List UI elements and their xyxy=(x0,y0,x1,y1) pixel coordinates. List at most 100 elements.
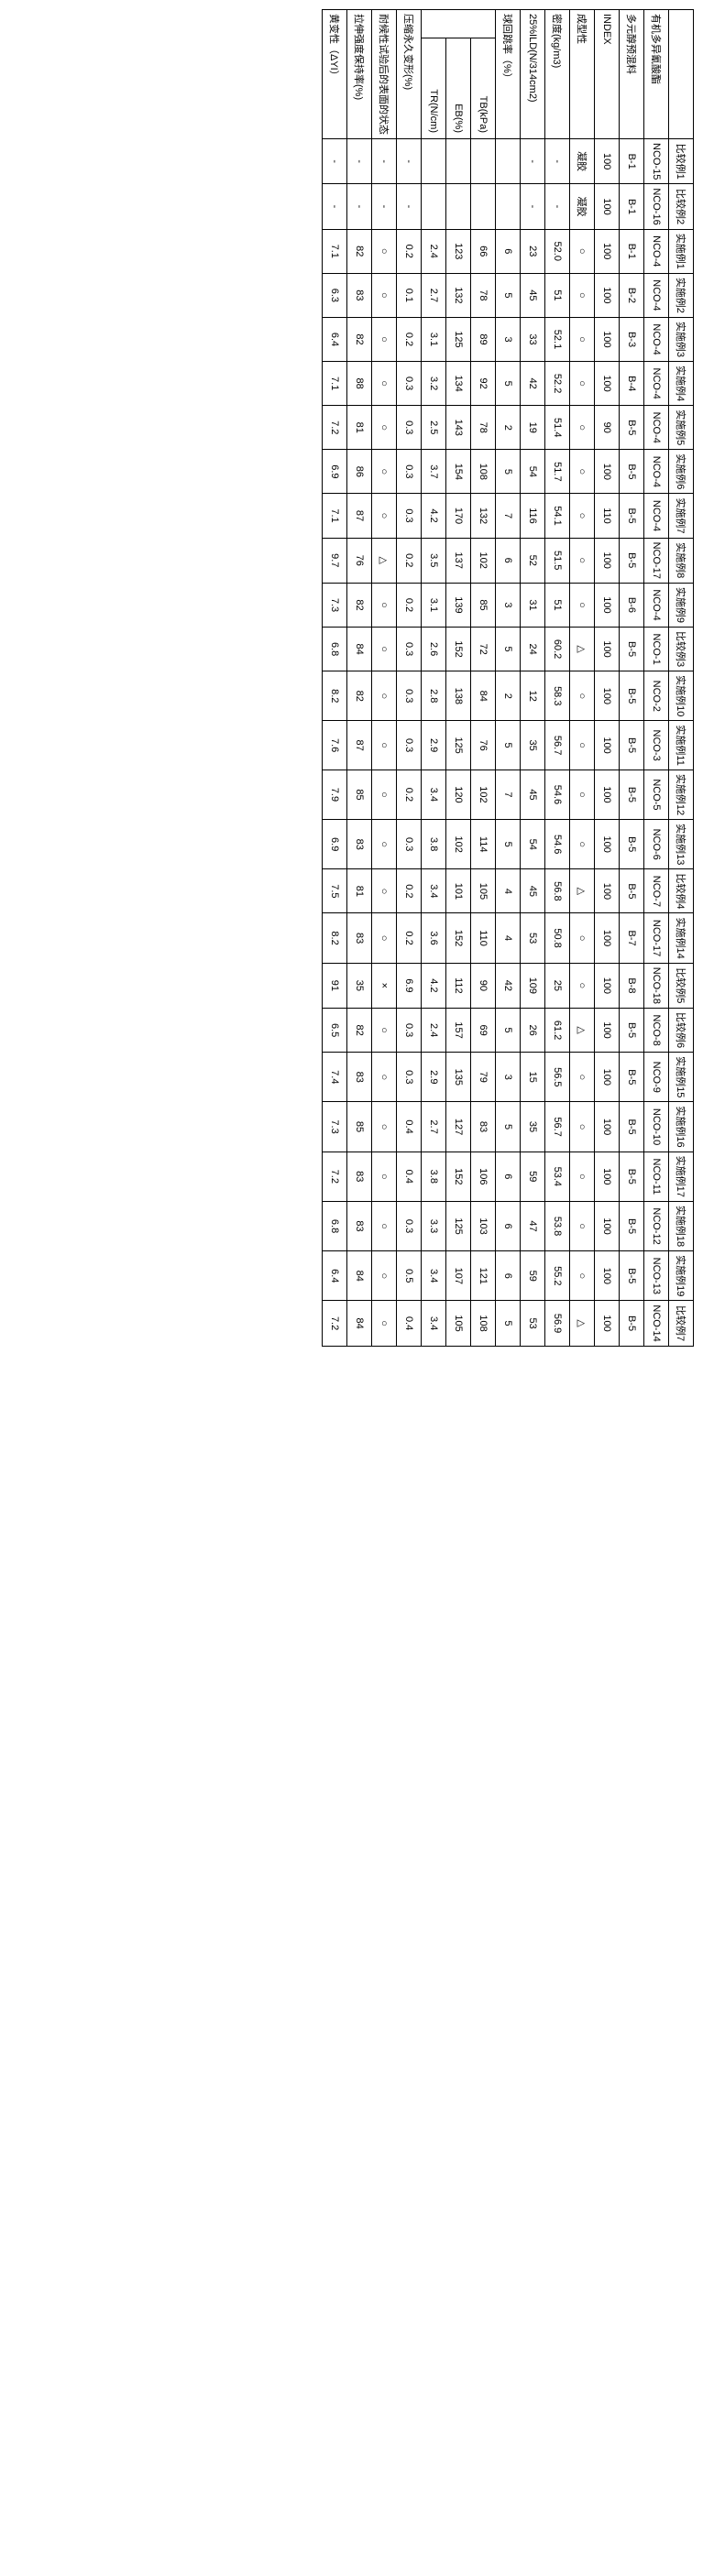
data-cell: 100 xyxy=(595,1251,620,1301)
data-cell: 120 xyxy=(446,770,471,819)
data-cell: 61.2 xyxy=(545,1009,570,1053)
data-cell: ○ xyxy=(570,1251,595,1301)
data-cell: 100 xyxy=(595,450,620,494)
data-cell: NCO-8 xyxy=(644,1009,669,1053)
data-cell: 3 xyxy=(496,583,521,627)
data-cell: 52.0 xyxy=(545,229,570,273)
data-cell: B-1 xyxy=(620,139,644,184)
data-cell: 83 xyxy=(347,913,372,963)
data-cell: 83 xyxy=(347,820,372,869)
data-cell: 3.8 xyxy=(422,820,446,869)
data-cell: 152 xyxy=(446,913,471,963)
data-cell: 7 xyxy=(496,770,521,819)
data-cell: B-4 xyxy=(620,362,644,406)
data-cell: 51.4 xyxy=(545,406,570,450)
data-cell: 52.1 xyxy=(545,317,570,361)
data-cell: 7.1 xyxy=(323,494,347,538)
data-cell: 137 xyxy=(446,538,471,583)
data-cell: 56.7 xyxy=(545,721,570,770)
data-cell: ○ xyxy=(372,1009,397,1053)
data-cell: 31 xyxy=(521,583,545,627)
data-cell: 125 xyxy=(446,317,471,361)
data-cell: △ xyxy=(570,628,595,671)
data-cell: 0.2 xyxy=(397,229,422,273)
data-cell: 45 xyxy=(521,770,545,819)
data-cell: 7.3 xyxy=(323,1102,347,1152)
data-cell: B-5 xyxy=(620,538,644,583)
data-cell: 0.2 xyxy=(397,583,422,627)
data-cell: 6 xyxy=(496,538,521,583)
row-header: 耐候性试验后的表面的状态 xyxy=(372,10,397,139)
data-cell: 72 xyxy=(471,628,496,671)
data-cell: 51.5 xyxy=(545,538,570,583)
data-cell: 53.8 xyxy=(545,1201,570,1250)
data-cell: 83 xyxy=(347,1201,372,1250)
data-cell: ○ xyxy=(372,362,397,406)
data-cell: NCO-11 xyxy=(644,1152,669,1201)
data-cell: 82 xyxy=(347,583,372,627)
data-cell: B-5 xyxy=(620,1009,644,1053)
data-cell xyxy=(471,139,496,184)
data-cell: 8.2 xyxy=(323,671,347,721)
data-cell: 7.2 xyxy=(323,1152,347,1201)
column-header: 实施例9 xyxy=(669,583,694,627)
data-cell: 110 xyxy=(471,913,496,963)
data-cell: 143 xyxy=(446,406,471,450)
tensile-group xyxy=(422,10,496,38)
data-cell: ○ xyxy=(372,406,397,450)
data-cell: B-5 xyxy=(620,494,644,538)
data-cell: NCO-3 xyxy=(644,721,669,770)
row-header: 有机多异氰酸酯 xyxy=(644,10,669,139)
data-cell: 85 xyxy=(471,583,496,627)
data-cell: 6.4 xyxy=(323,1251,347,1301)
data-cell: 9.7 xyxy=(323,538,347,583)
data-cell: 100 xyxy=(595,820,620,869)
data-cell: 2.5 xyxy=(422,406,446,450)
data-cell: 56.7 xyxy=(545,1102,570,1152)
data-cell: 108 xyxy=(471,450,496,494)
column-header: 比较例2 xyxy=(669,184,694,229)
data-cell: 47 xyxy=(521,1201,545,1250)
column-header: 实施例11 xyxy=(669,721,694,770)
data-cell: 78 xyxy=(471,273,496,317)
data-cell: 101 xyxy=(446,869,471,913)
data-cell: 83 xyxy=(347,1053,372,1102)
data-cell: 100 xyxy=(595,273,620,317)
data-cell: NCO-9 xyxy=(644,1053,669,1102)
data-cell: 2.9 xyxy=(422,721,446,770)
data-cell: B-5 xyxy=(620,1301,644,1346)
data-cell: 0.4 xyxy=(397,1152,422,1201)
data-cell: 6.3 xyxy=(323,273,347,317)
data-cell: NCO-10 xyxy=(644,1102,669,1152)
data-cell: NCO-4 xyxy=(644,229,669,273)
column-header: 实施例6 xyxy=(669,450,694,494)
data-cell: 6 xyxy=(496,1201,521,1250)
data-cell: 0.3 xyxy=(397,721,422,770)
data-cell: 84 xyxy=(347,1301,372,1346)
data-cell: △ xyxy=(570,1009,595,1053)
data-cell: 23 xyxy=(521,229,545,273)
column-header: 实施例17 xyxy=(669,1152,694,1201)
data-cell: 102 xyxy=(446,820,471,869)
data-cell: 3.1 xyxy=(422,583,446,627)
data-cell: 6.9 xyxy=(397,963,422,1008)
data-cell: NCO-2 xyxy=(644,671,669,721)
data-cell: 凝胶 xyxy=(570,139,595,184)
data-cell: ○ xyxy=(570,913,595,963)
data-cell: △ xyxy=(570,1301,595,1346)
row-header: INDEX xyxy=(595,10,620,139)
data-cell: 0.3 xyxy=(397,406,422,450)
data-cell: 106 xyxy=(471,1152,496,1201)
column-header: 实施例5 xyxy=(669,406,694,450)
data-cell: 56.5 xyxy=(545,1053,570,1102)
data-cell: 50.8 xyxy=(545,913,570,963)
data-cell: 3.8 xyxy=(422,1152,446,1201)
data-cell: 2.8 xyxy=(422,671,446,721)
data-cell: ○ xyxy=(570,770,595,819)
data-cell xyxy=(446,139,471,184)
data-cell: 100 xyxy=(595,583,620,627)
data-cell: - xyxy=(397,139,422,184)
data-cell: B-5 xyxy=(620,1152,644,1201)
data-cell: 3.4 xyxy=(422,770,446,819)
data-cell: 100 xyxy=(595,538,620,583)
